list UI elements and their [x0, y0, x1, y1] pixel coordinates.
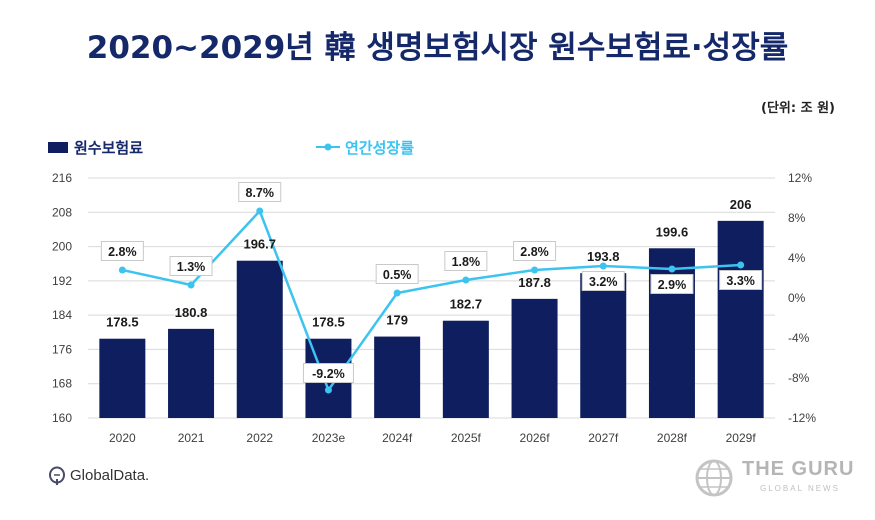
growth-label-box — [238, 182, 282, 202]
y-right-tick-label: -12% — [788, 411, 816, 425]
growth-point — [462, 276, 470, 284]
x-tick-label: 2021 — [178, 431, 205, 445]
growth-value-label: -9.2% — [312, 367, 345, 381]
globe-icon — [695, 459, 733, 497]
bar-value-label: 187.8 — [518, 275, 551, 290]
y-left-tick-label: 200 — [52, 240, 72, 254]
globaldata-logo: GlobalData. — [48, 466, 188, 488]
growth-value-label: 1.8% — [452, 255, 481, 269]
bar — [717, 220, 764, 418]
x-tick-label: 2029f — [726, 431, 757, 445]
growth-point — [531, 266, 539, 274]
growth-value-label: 3.2% — [589, 275, 618, 289]
unit-label: (단위: 조 원) — [761, 101, 835, 116]
y-right-tick-label: 8% — [788, 211, 806, 225]
growth-point — [668, 265, 676, 273]
y-right-tick-label: 0% — [788, 291, 806, 305]
growth-point — [737, 261, 745, 269]
bar-value-label: 180.8 — [175, 305, 208, 320]
bar-value-label: 199.6 — [656, 224, 689, 239]
x-tick-label: 2022 — [246, 431, 273, 445]
bar — [442, 320, 489, 418]
chart-title: 2020~2029년 韓 생명보험시장 원수보험료·성장률 — [86, 30, 789, 66]
y-left-tick-label: 160 — [52, 411, 72, 425]
growth-value-label: 8.7% — [246, 186, 275, 200]
growth-label-box — [169, 256, 213, 276]
the-guru-watermark: THE GURU GLOBAL NEWS — [694, 456, 864, 500]
x-tick-label: 2020 — [109, 431, 136, 445]
bar — [580, 273, 627, 418]
legend-bar-swatch — [48, 142, 68, 153]
growth-value-label: 2.8% — [520, 245, 549, 259]
growth-label-box — [375, 264, 419, 284]
growth-label-box — [100, 241, 144, 261]
bar — [168, 328, 215, 418]
y-right-tick-label: 12% — [788, 171, 812, 185]
bar — [374, 336, 421, 418]
growth-line — [122, 208, 741, 393]
legend-bar-label: 원수보험료 — [74, 139, 144, 157]
bar-value-label: 179 — [386, 313, 408, 328]
globaldata-brand-text: GlobalData. — [70, 467, 150, 484]
bar-value-label: 206 — [730, 197, 752, 212]
growth-value-label: 2.8% — [108, 245, 137, 259]
growth-point — [599, 262, 607, 270]
growth-label-box — [302, 363, 354, 383]
watermark-subtitle: GLOBAL NEWS — [760, 484, 840, 493]
growth-point — [393, 289, 401, 297]
growth-value-label: 2.9% — [658, 278, 687, 292]
y-right-tick-label: -4% — [788, 331, 810, 345]
legend: 원수보험료 연간성장률 — [48, 137, 548, 157]
x-tick-label: 2025f — [451, 431, 482, 445]
growth-label-box — [581, 271, 625, 291]
growth-value-label: 0.5% — [383, 268, 412, 282]
y-left-tick-label: 216 — [52, 171, 72, 185]
x-tick-label: 2027f — [588, 431, 619, 445]
growth-value-label: 3.3% — [726, 274, 755, 288]
x-tick-label: 2024f — [382, 431, 413, 445]
bar-value-label: 178.5 — [312, 315, 345, 330]
bar — [236, 260, 283, 418]
growth-value-label: 1.3% — [177, 260, 206, 274]
growth-label-box — [719, 270, 763, 290]
bar-value-label: 178.5 — [106, 315, 139, 330]
x-tick-label: 2028f — [657, 431, 688, 445]
growth-point — [118, 266, 126, 274]
bar-value-label: 196.7 — [243, 237, 276, 252]
bar — [99, 338, 146, 418]
bar-value-label: 193.8 — [587, 249, 620, 264]
growth-label-box — [650, 274, 694, 294]
watermark-title: THE GURU — [742, 458, 855, 480]
globaldata-icon — [49, 466, 65, 485]
growth-point — [187, 281, 195, 289]
y-right-tick-label: -8% — [788, 371, 810, 385]
growth-label-box — [513, 241, 557, 261]
y-left-tick-label: 192 — [52, 274, 72, 288]
legend-line-label: 연간성장률 — [345, 139, 415, 157]
bar — [511, 298, 558, 418]
y-left-tick-label: 176 — [52, 342, 72, 356]
x-tick-label: 2026f — [520, 431, 551, 445]
legend-line-swatch — [316, 143, 340, 151]
y-right-tick-label: 4% — [788, 251, 806, 265]
bar-value-label: 182.7 — [450, 297, 483, 312]
y-left-tick-label: 184 — [52, 308, 72, 322]
y-left-tick-label: 168 — [52, 377, 72, 391]
growth-label-box — [444, 251, 488, 271]
y-left-tick-label: 208 — [52, 205, 72, 219]
bar — [648, 248, 695, 418]
x-tick-label: 2023e — [312, 431, 346, 445]
growth-point — [324, 386, 332, 394]
growth-point — [256, 207, 264, 215]
